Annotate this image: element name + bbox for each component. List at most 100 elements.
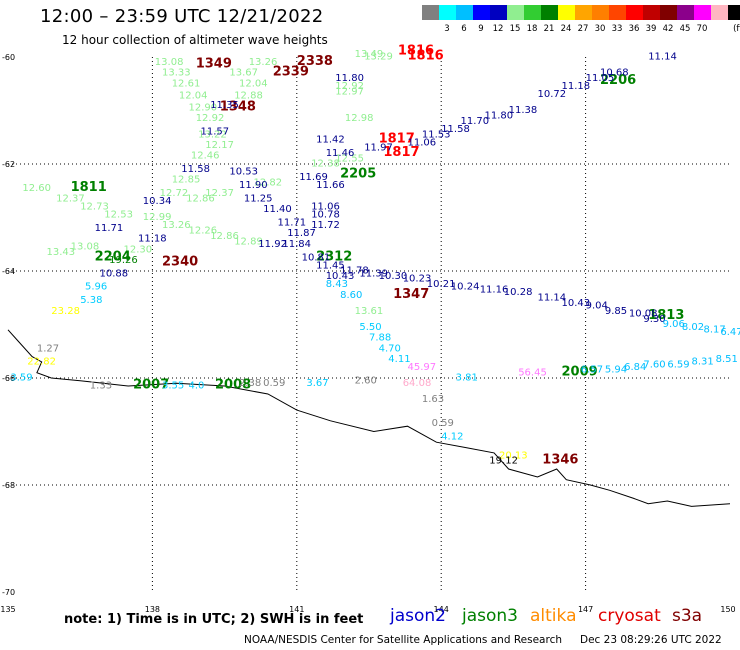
scale-swatch <box>694 5 711 20</box>
swh-value-label: 11.25 <box>244 194 273 205</box>
swh-value-label: 10.78 <box>311 210 340 221</box>
time-label: 1347 <box>393 287 429 302</box>
swh-value-label: 12.61 <box>172 78 201 89</box>
scale-tick-label: 24 <box>560 24 572 34</box>
swh-value-label: 10.08 <box>629 309 658 320</box>
swh-value-label: 12.85 <box>172 175 201 186</box>
swh-value-label: 13.08 <box>155 57 184 68</box>
y-tick-label: -62 <box>2 160 15 169</box>
sat-cryosat: cryosat <box>598 606 661 626</box>
swh-value-label: 11.06 <box>408 137 437 148</box>
swh-value-label: 10.81 <box>302 252 331 263</box>
y-tick-label: -60 <box>2 53 15 62</box>
y-tick-label: -68 <box>2 481 15 490</box>
swh-value-label: 12.17 <box>205 140 234 151</box>
time-label: 2009 <box>562 364 598 379</box>
swh-value-label: 10.88 <box>100 268 129 279</box>
swh-value-label: 12.38 <box>311 159 340 170</box>
swh-value-label: 10.30 <box>379 271 408 282</box>
swh-value-label: 5.94 <box>605 365 627 376</box>
time-label: 1348 <box>220 100 256 115</box>
swh-value-label: 8.60 <box>340 290 362 301</box>
scale-swatch <box>524 5 541 20</box>
scale-tick-label: 33 <box>611 24 623 34</box>
swh-value-label: 6.84 <box>624 362 646 373</box>
swh-value-label: 3.59 <box>10 373 32 384</box>
swh-value-label: 11.78 <box>340 266 369 277</box>
scale-swatch <box>490 5 507 20</box>
swh-value-label: 2.60 <box>355 375 377 386</box>
swh-value-label: 11.70 <box>461 116 490 127</box>
swh-value-label: 8.17 <box>704 325 726 336</box>
time-label: 2339 <box>273 65 309 80</box>
swh-value-label: 12.82 <box>254 177 283 188</box>
swh-value-label: 10.24 <box>451 282 480 293</box>
swh-value-label: 9.30 <box>643 314 665 325</box>
scale-swatch <box>422 5 439 20</box>
x-tick-label: 138 <box>145 605 160 614</box>
swh-value-label: 10.72 <box>538 89 567 100</box>
scale-tick-label: 9 <box>478 24 484 34</box>
generation-timestamp: Dec 23 08:29:26 UTC 2022 <box>580 634 722 646</box>
swh-value-label: 10.68 <box>600 68 629 79</box>
time-label: 2338 <box>297 54 333 69</box>
swh-value-label: 3.55 <box>162 381 184 392</box>
swh-value-label: 10.28 <box>504 287 533 298</box>
swh-value-label: 13.61 <box>355 306 384 317</box>
swh-value-label: 11.45 <box>316 260 345 271</box>
swh-value-label: 8.51 <box>716 354 738 365</box>
swh-value-label: 11.53 <box>422 129 451 140</box>
swh-value-label: 11.66 <box>316 180 345 191</box>
swh-value-label: 12.98 <box>345 113 374 124</box>
swh-value-label: 11.84 <box>282 239 311 250</box>
swh-value-label: 4.12 <box>441 432 463 443</box>
y-tick-label: -70 <box>2 588 15 597</box>
swh-value-label: 11.90 <box>239 180 268 191</box>
swh-value-label: 9.85 <box>605 306 627 317</box>
swh-value-label: 20.13 <box>499 450 528 461</box>
swh-value-label: 11.06 <box>311 202 340 213</box>
scale-swatch <box>473 5 490 20</box>
scale-swatch <box>592 5 609 20</box>
swh-value-label: 13.22 <box>198 129 227 140</box>
time-label: 2206 <box>600 73 636 88</box>
swh-value-label: 7.88 <box>369 333 391 344</box>
swh-value-label: 19.26 <box>109 255 138 266</box>
scale-tick-label: 12 <box>492 24 504 34</box>
swh-value-label: 12.99 <box>143 212 172 223</box>
scale-tick-label: (ft) <box>733 24 740 34</box>
swh-value-label: 12.46 <box>191 151 220 162</box>
scale-tick-label: 6 <box>461 24 467 34</box>
time-label: 1813 <box>648 308 684 323</box>
scale-swatch <box>609 5 626 20</box>
scale-tick-label: 70 <box>696 24 708 34</box>
swh-value-label: 10.53 <box>229 167 258 178</box>
swh-value-label: 12.55 <box>335 153 364 164</box>
swh-value-label: 10.43 <box>326 271 355 282</box>
swh-value-label: 11.92 <box>258 239 287 250</box>
swh-value-label: 11.69 <box>299 172 328 183</box>
x-tick-label: 135 <box>0 605 15 614</box>
chart-subtitle: 12 hour collection of altimeter wave hei… <box>62 33 328 47</box>
antarctic-coastline <box>7 329 731 507</box>
time-label: 1816 <box>398 43 434 58</box>
swh-value-label: 12.04 <box>179 91 208 102</box>
scale-swatch <box>558 5 575 20</box>
time-label: 2204 <box>95 249 131 264</box>
swh-value-label: 22.82 <box>27 357 56 368</box>
swh-value-label: 10.23 <box>403 274 432 285</box>
swh-value-label: 12.90 <box>189 103 218 114</box>
scale-tick-label: 27 <box>577 24 589 34</box>
swh-value-label: 12.73 <box>80 202 109 213</box>
swh-value-label: 13.43 <box>47 247 76 258</box>
swh-value-label: 8.02 <box>682 322 704 333</box>
swh-value-label: 11.40 <box>263 204 292 215</box>
time-label: 2205 <box>340 166 376 181</box>
time-label: 2008 <box>215 378 251 393</box>
time-label: 1811 <box>71 180 107 195</box>
swh-value-label: 1.27 <box>37 343 59 354</box>
swh-value-label: 12.97 <box>335 87 364 98</box>
scale-swatch <box>626 5 643 20</box>
time-label: 2312 <box>316 249 352 264</box>
time-label: 1816 <box>408 49 444 64</box>
